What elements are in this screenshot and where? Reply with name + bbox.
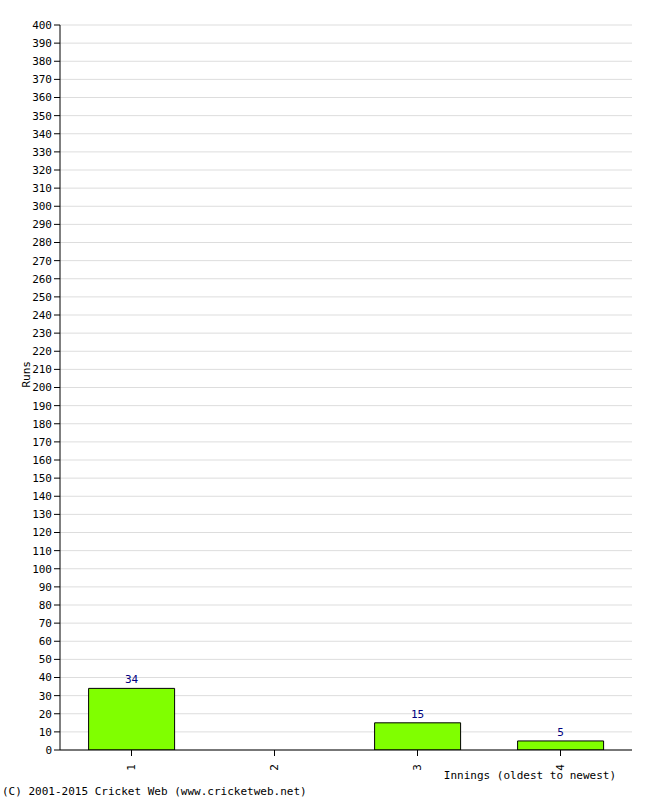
- svg-text:170: 170: [32, 436, 52, 449]
- svg-text:300: 300: [32, 200, 52, 213]
- svg-text:270: 270: [32, 255, 52, 268]
- svg-text:290: 290: [32, 218, 52, 231]
- svg-text:80: 80: [39, 599, 52, 612]
- svg-text:0: 0: [45, 744, 52, 757]
- svg-text:110: 110: [32, 545, 52, 558]
- html-text:(C) 2001-2015 Cricket Web (www: (C) 2001-2015 Cricket Web (www.cricketwe…: [2, 785, 307, 798]
- svg-text:380: 380: [32, 55, 52, 68]
- svg-text:390: 390: [32, 37, 52, 50]
- svg-text:2: 2: [268, 764, 281, 771]
- svg-text:1: 1: [125, 764, 138, 771]
- svg-text:260: 260: [32, 273, 52, 286]
- svg-text:220: 220: [32, 345, 52, 358]
- svg-text:160: 160: [32, 454, 52, 467]
- svg-text:10: 10: [39, 726, 52, 739]
- svg-text:240: 240: [32, 309, 52, 322]
- svg-text:330: 330: [32, 146, 52, 159]
- svg-text:120: 120: [32, 526, 52, 539]
- svg-text:90: 90: [39, 581, 52, 594]
- svg-text:310: 310: [32, 182, 52, 195]
- svg-text:Runs: Runs: [20, 361, 33, 388]
- svg-text:60: 60: [39, 635, 52, 648]
- svg-text:360: 360: [32, 91, 52, 104]
- svg-text:190: 190: [32, 400, 52, 413]
- svg-text:70: 70: [39, 617, 52, 630]
- svg-text:34: 34: [125, 673, 139, 686]
- svg-text:40: 40: [39, 671, 52, 684]
- svg-text:340: 340: [32, 128, 52, 141]
- svg-text:400: 400: [32, 19, 52, 32]
- svg-text:210: 210: [32, 363, 52, 376]
- svg-text:200: 200: [32, 381, 52, 394]
- svg-text:4: 4: [554, 764, 567, 771]
- svg-text:150: 150: [32, 472, 52, 485]
- svg-text:30: 30: [39, 690, 52, 703]
- svg-text:130: 130: [32, 508, 52, 521]
- svg-text:50: 50: [39, 653, 52, 666]
- svg-text:180: 180: [32, 418, 52, 431]
- svg-text:370: 370: [32, 73, 52, 86]
- svg-text:5: 5: [557, 726, 564, 739]
- svg-text:100: 100: [32, 563, 52, 576]
- svg-text:280: 280: [32, 236, 52, 249]
- svg-text:140: 140: [32, 490, 52, 503]
- svg-text:15: 15: [411, 708, 424, 721]
- svg-text:250: 250: [32, 291, 52, 304]
- svg-text:230: 230: [32, 327, 52, 340]
- svg-text:320: 320: [32, 164, 52, 177]
- svg-text:Innings (oldest to newest): Innings (oldest to newest): [444, 769, 616, 782]
- svg-text:3: 3: [411, 764, 424, 771]
- svg-text:20: 20: [39, 708, 52, 721]
- svg-text:350: 350: [32, 110, 52, 123]
